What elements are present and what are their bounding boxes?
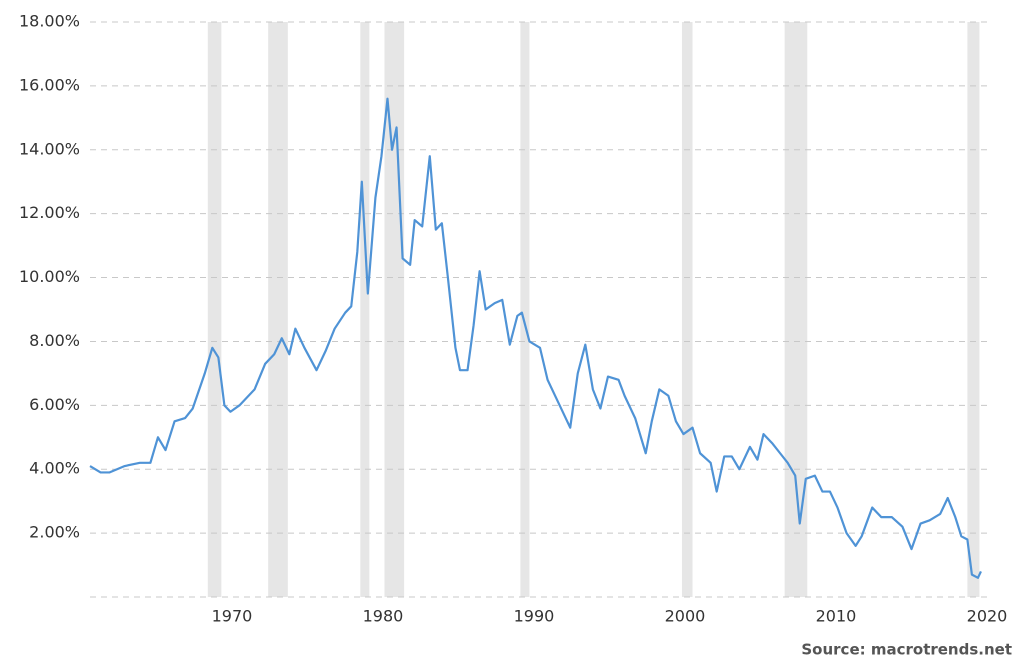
y-tick-label: 2.00% [29,523,80,542]
y-tick-label: 4.00% [29,459,80,478]
y-tick-label: 16.00% [19,75,80,94]
y-tick-label: 18.00% [19,12,80,31]
recession-band [784,22,808,597]
x-tick-label: 2000 [665,607,706,626]
x-tick-label: 1990 [514,607,555,626]
line-series [89,97,982,579]
recession-band [268,22,288,597]
recession-band [967,22,980,597]
y-tick-label: 12.00% [19,203,80,222]
source: Source: macrotrends.net [801,641,1012,659]
recession-band [681,22,693,597]
x-tick-label: 2020 [967,607,1008,626]
y-tick-label: 10.00% [19,267,80,286]
recession-band [207,22,222,597]
x-tick-label: 1980 [363,607,404,626]
recession-band [520,22,530,597]
y-tick-label: 6.00% [29,395,80,414]
y-tick-label: 14.00% [19,139,80,158]
x-tick-label: 2010 [816,607,857,626]
recession-band [360,22,370,597]
y-tick-label: 8.00% [29,331,80,350]
x-tick-label: 1970 [212,607,253,626]
